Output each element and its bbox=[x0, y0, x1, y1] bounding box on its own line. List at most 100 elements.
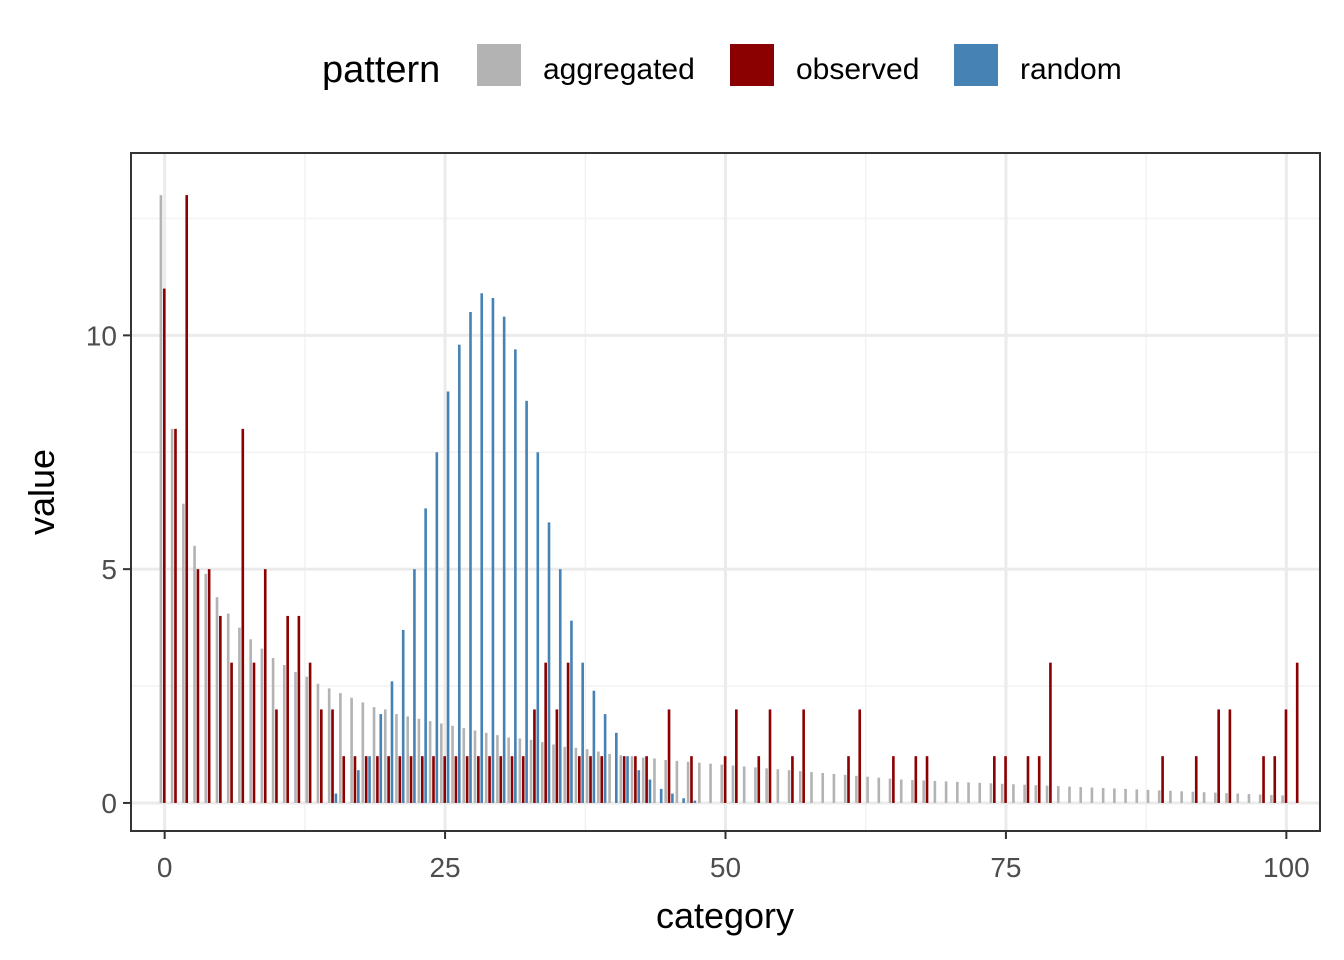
bar-aggregated bbox=[1169, 790, 1172, 803]
bar-aggregated bbox=[1124, 788, 1127, 803]
bar-aggregated bbox=[1146, 789, 1150, 803]
bar-observed bbox=[376, 756, 379, 803]
bar-observed bbox=[275, 709, 278, 803]
bar-random bbox=[547, 522, 551, 803]
bar-random bbox=[401, 629, 405, 803]
bar-observed bbox=[1194, 756, 1198, 803]
bar-observed bbox=[1049, 662, 1052, 803]
bar-aggregated bbox=[720, 764, 724, 803]
bar-aggregated bbox=[787, 770, 791, 803]
bar-aggregated bbox=[776, 769, 780, 803]
bar-aggregated bbox=[630, 756, 634, 803]
bar-observed bbox=[757, 756, 761, 803]
bar-observed bbox=[174, 428, 177, 803]
bar-aggregated bbox=[406, 716, 409, 803]
bar-aggregated bbox=[1180, 791, 1183, 803]
bar-random bbox=[581, 662, 584, 803]
bar-aggregated bbox=[350, 697, 353, 803]
bar-observed bbox=[892, 756, 895, 803]
bar-observed bbox=[735, 709, 738, 803]
bar-random bbox=[525, 400, 528, 803]
bar-observed bbox=[1217, 709, 1220, 803]
bar-aggregated bbox=[967, 782, 970, 803]
bar-aggregated bbox=[238, 627, 241, 803]
bar-observed bbox=[634, 756, 637, 803]
bar-aggregated bbox=[754, 767, 757, 803]
bar-aggregated bbox=[170, 428, 174, 803]
bar-aggregated bbox=[294, 672, 297, 803]
bar-aggregated bbox=[361, 702, 365, 803]
bar-observed bbox=[510, 756, 514, 803]
bar-observed bbox=[645, 756, 648, 803]
bar-aggregated bbox=[1012, 784, 1015, 803]
bar-observed bbox=[342, 756, 346, 803]
bar-aggregated bbox=[193, 545, 196, 803]
bar-aggregated bbox=[1113, 788, 1116, 803]
bar-observed bbox=[791, 756, 794, 803]
bar-observed bbox=[521, 756, 525, 803]
bar-aggregated bbox=[305, 676, 309, 803]
bar-observed bbox=[286, 615, 289, 803]
bar-random bbox=[671, 793, 674, 803]
bar-aggregated bbox=[1135, 789, 1139, 803]
bar-observed bbox=[432, 756, 435, 803]
bar-observed bbox=[308, 662, 312, 803]
bar-aggregated bbox=[484, 732, 488, 803]
bar-aggregated bbox=[866, 776, 869, 803]
bars bbox=[159, 195, 1299, 803]
bar-aggregated bbox=[1101, 787, 1105, 803]
bar-observed bbox=[398, 756, 402, 803]
bar-aggregated bbox=[888, 778, 892, 803]
bar-random bbox=[693, 800, 697, 803]
bar-aggregated bbox=[339, 693, 342, 803]
bar-observed bbox=[1262, 756, 1265, 803]
bar-aggregated bbox=[383, 709, 387, 803]
bar-aggregated bbox=[540, 742, 544, 803]
bar-aggregated bbox=[585, 749, 589, 803]
bar-observed bbox=[858, 709, 862, 803]
bar-aggregated bbox=[698, 762, 701, 803]
bar-aggregated bbox=[282, 665, 286, 803]
bar-random bbox=[682, 798, 685, 803]
legend-title: pattern bbox=[322, 49, 440, 91]
bar-observed bbox=[667, 709, 671, 803]
bar-observed bbox=[847, 756, 850, 803]
bar-observed bbox=[454, 756, 458, 803]
bar-random bbox=[357, 770, 360, 803]
bar-aggregated bbox=[451, 725, 454, 803]
bar-aggregated bbox=[518, 738, 522, 803]
bar-aggregated bbox=[226, 613, 230, 803]
bar-observed bbox=[1004, 756, 1007, 803]
bar-observed bbox=[420, 756, 424, 803]
bar-observed bbox=[409, 756, 413, 803]
bar-aggregated bbox=[686, 761, 690, 803]
bar-aggregated bbox=[877, 777, 881, 803]
bar-random bbox=[379, 714, 383, 803]
bar-observed bbox=[1273, 756, 1277, 803]
bar-observed bbox=[578, 756, 581, 803]
bar-aggregated bbox=[215, 597, 219, 803]
bar-aggregated bbox=[1023, 784, 1026, 803]
bar-aggregated bbox=[731, 765, 735, 803]
bar-observed bbox=[162, 288, 166, 803]
bar-observed bbox=[723, 756, 727, 803]
bar-aggregated bbox=[1045, 785, 1049, 803]
bar-aggregated bbox=[944, 781, 948, 803]
x-tick-label: 75 bbox=[990, 852, 1021, 883]
bar-aggregated bbox=[529, 739, 533, 803]
bar-random bbox=[514, 349, 517, 803]
bar-aggregated bbox=[653, 758, 656, 803]
legend-label-aggregated: aggregated bbox=[543, 53, 695, 86]
bar-observed bbox=[600, 756, 604, 803]
bar-observed bbox=[320, 709, 323, 803]
bar-random bbox=[334, 793, 338, 803]
bar-random bbox=[648, 779, 652, 803]
bar-aggregated bbox=[765, 768, 768, 803]
bar-observed bbox=[241, 428, 245, 803]
bar-observed bbox=[331, 709, 334, 803]
bar-random bbox=[615, 732, 618, 803]
bar-aggregated bbox=[496, 735, 499, 803]
bar-aggregated bbox=[832, 773, 836, 803]
bar-aggregated bbox=[327, 688, 331, 803]
